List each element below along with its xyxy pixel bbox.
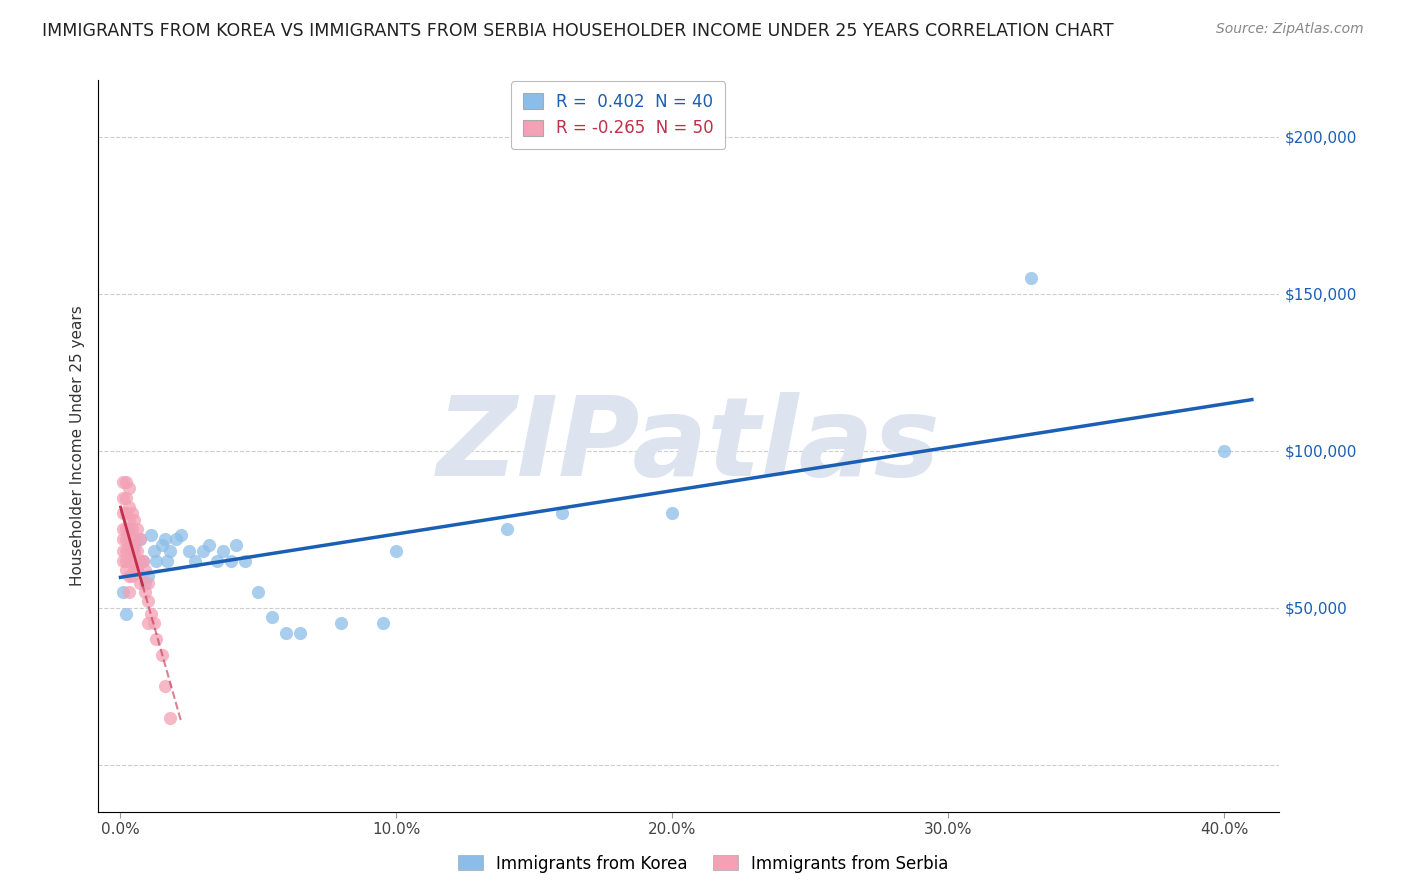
Point bbox=[170, 528, 193, 542]
Point bbox=[121, 544, 143, 558]
Point bbox=[112, 544, 135, 558]
Point bbox=[139, 607, 162, 621]
Point bbox=[661, 507, 683, 521]
Point bbox=[112, 475, 135, 489]
Point bbox=[150, 538, 173, 552]
Legend: R =  0.402  N = 40, R = -0.265  N = 50: R = 0.402 N = 40, R = -0.265 N = 50 bbox=[510, 81, 725, 149]
Point bbox=[131, 553, 153, 567]
Point bbox=[115, 491, 138, 505]
Text: IMMIGRANTS FROM KOREA VS IMMIGRANTS FROM SERBIA HOUSEHOLDER INCOME UNDER 25 YEAR: IMMIGRANTS FROM KOREA VS IMMIGRANTS FROM… bbox=[42, 22, 1114, 40]
Point bbox=[121, 553, 143, 567]
Point bbox=[115, 532, 138, 546]
Point bbox=[128, 553, 150, 567]
Point bbox=[112, 553, 135, 567]
Point bbox=[118, 482, 141, 496]
Point bbox=[118, 500, 141, 515]
Point bbox=[495, 522, 517, 536]
Point bbox=[131, 553, 153, 567]
Point bbox=[112, 507, 135, 521]
Point bbox=[118, 585, 141, 599]
Point bbox=[330, 616, 353, 631]
Point bbox=[156, 553, 179, 567]
Point bbox=[118, 544, 141, 558]
Point bbox=[115, 507, 138, 521]
Point bbox=[121, 522, 143, 536]
Point bbox=[134, 575, 156, 590]
Point bbox=[225, 538, 247, 552]
Point bbox=[125, 544, 148, 558]
Point bbox=[118, 513, 141, 527]
Point bbox=[205, 553, 228, 567]
Point bbox=[124, 538, 146, 552]
Point bbox=[118, 532, 141, 546]
Point bbox=[165, 532, 187, 546]
Point bbox=[247, 585, 270, 599]
Point bbox=[179, 544, 201, 558]
Point bbox=[139, 528, 162, 542]
Point bbox=[128, 575, 150, 590]
Point bbox=[115, 553, 138, 567]
Point bbox=[142, 616, 165, 631]
Point bbox=[118, 553, 141, 567]
Point bbox=[385, 544, 408, 558]
Point bbox=[211, 544, 233, 558]
Point bbox=[159, 710, 181, 724]
Point bbox=[219, 553, 242, 567]
Text: Source: ZipAtlas.com: Source: ZipAtlas.com bbox=[1216, 22, 1364, 37]
Point bbox=[121, 544, 143, 558]
Point bbox=[136, 594, 159, 608]
Point bbox=[193, 544, 215, 558]
Point bbox=[142, 544, 165, 558]
Point bbox=[1213, 443, 1236, 458]
Point bbox=[118, 569, 141, 583]
Point bbox=[115, 544, 138, 558]
Point bbox=[112, 532, 135, 546]
Point bbox=[124, 563, 146, 577]
Point bbox=[124, 513, 146, 527]
Point bbox=[551, 507, 574, 521]
Point bbox=[145, 632, 167, 646]
Point bbox=[136, 575, 159, 590]
Point bbox=[136, 616, 159, 631]
Point bbox=[184, 553, 207, 567]
Point bbox=[115, 607, 138, 621]
Point bbox=[124, 532, 146, 546]
Point bbox=[124, 544, 146, 558]
Point bbox=[159, 544, 181, 558]
Point bbox=[150, 648, 173, 662]
Point bbox=[136, 569, 159, 583]
Point bbox=[125, 563, 148, 577]
Legend: Immigrants from Korea, Immigrants from Serbia: Immigrants from Korea, Immigrants from S… bbox=[451, 848, 955, 880]
Point bbox=[134, 563, 156, 577]
Point bbox=[125, 563, 148, 577]
Point bbox=[1019, 271, 1042, 285]
Text: ZIPatlas: ZIPatlas bbox=[437, 392, 941, 500]
Point bbox=[128, 532, 150, 546]
Point bbox=[274, 625, 297, 640]
Point bbox=[233, 553, 256, 567]
Point bbox=[125, 522, 148, 536]
Point bbox=[198, 538, 221, 552]
Point bbox=[121, 507, 143, 521]
Point bbox=[115, 475, 138, 489]
Point bbox=[118, 522, 141, 536]
Point bbox=[128, 532, 150, 546]
Point bbox=[145, 553, 167, 567]
Point bbox=[112, 491, 135, 505]
Point bbox=[112, 522, 135, 536]
Point bbox=[288, 625, 311, 640]
Point bbox=[121, 569, 143, 583]
Point bbox=[153, 679, 176, 693]
Point bbox=[262, 610, 284, 624]
Point bbox=[371, 616, 394, 631]
Point bbox=[115, 563, 138, 577]
Point bbox=[153, 532, 176, 546]
Point bbox=[115, 522, 138, 536]
Point bbox=[134, 585, 156, 599]
Y-axis label: Householder Income Under 25 years: Householder Income Under 25 years bbox=[70, 306, 86, 586]
Point bbox=[112, 585, 135, 599]
